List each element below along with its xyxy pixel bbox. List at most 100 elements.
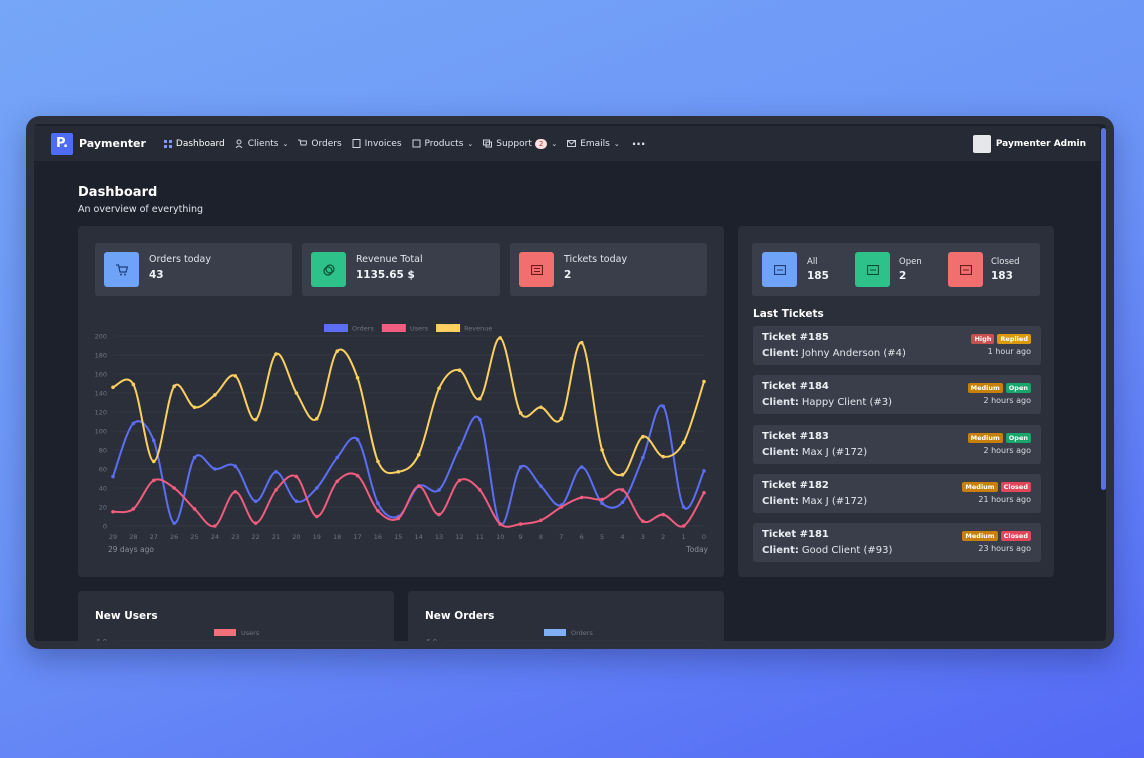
stat-card: Tickets today 2 <box>510 243 707 296</box>
nav-label: Clients <box>247 138 279 149</box>
data-point <box>559 505 564 509</box>
nav-item[interactable]: Dashboard <box>163 139 225 149</box>
x-tick-label: 12 <box>455 533 463 541</box>
y-tick-label: 60 <box>99 466 107 474</box>
data-point <box>396 516 401 521</box>
brand[interactable]: Paymenter <box>79 137 146 150</box>
card-title: New Users <box>95 610 158 622</box>
ticket-row[interactable]: Ticket #185 Client: Johny Anderson (#4) Hig… <box>753 326 1041 365</box>
ticket-time: 2 hours ago <box>983 445 1031 455</box>
nav-item[interactable]: Support 2 ⌄ <box>483 138 557 149</box>
x-tick-label: 3 <box>641 533 645 541</box>
ticket-time: 23 hours ago <box>978 544 1031 554</box>
priority-badge: Medium <box>967 432 1003 443</box>
x-tick-label: 17 <box>353 533 361 541</box>
ticket-badges: Medium Open <box>967 383 1031 394</box>
status-badge: Open <box>1005 432 1031 443</box>
data-point <box>355 376 360 380</box>
data-point <box>111 509 115 514</box>
nav-item[interactable]: Products ⌄ <box>412 139 473 149</box>
ticket-client: Client: Good Client (#93) <box>762 545 892 556</box>
app-screen: P. Paymenter Dashboard Clients ⌄ Orders I… <box>34 124 1106 641</box>
data-point <box>681 440 686 445</box>
nav-bar: P. Paymenter Dashboard Clients ⌄ Orders I… <box>34 126 1100 161</box>
priority-badge: Medium <box>962 481 998 492</box>
data-point <box>702 469 706 473</box>
ticket-time: 2 hours ago <box>983 396 1031 406</box>
data-point <box>253 417 258 422</box>
x-tick-label: 26 <box>170 533 178 541</box>
data-point <box>600 497 604 502</box>
y-tick-label: 0 <box>103 523 107 531</box>
data-point <box>559 416 564 421</box>
legend-label: Revenue <box>464 325 492 333</box>
user-name: Paymenter Admin <box>995 138 1086 149</box>
page-subtitle: An overview of everything <box>78 204 204 215</box>
more-menu[interactable]: ··· <box>631 136 646 151</box>
page-title: Dashboard <box>78 185 158 200</box>
data-point <box>661 454 666 459</box>
stat-label: Revenue Total <box>356 254 423 265</box>
ticket-row[interactable]: Ticket #184 Client: Happy Client (#3) Mediu… <box>753 375 1041 415</box>
ticket-row[interactable]: Ticket #183 Client: Max J (#172) Medium Open… <box>753 424 1041 464</box>
nav-item[interactable]: Clients ⌄ <box>235 138 288 149</box>
data-point <box>294 391 299 395</box>
icon <box>567 140 577 147</box>
data-point <box>111 474 115 479</box>
icon <box>298 139 308 146</box>
x-tick-label: 2 <box>661 533 665 541</box>
data-point <box>192 507 197 511</box>
y-tick-label: 20 <box>99 504 107 512</box>
user-menu[interactable]: Paymenter Admin <box>972 134 1086 153</box>
x-tick-label: 24 <box>211 533 219 541</box>
data-point <box>376 459 380 464</box>
ticket-title: Ticket #182 <box>762 479 829 491</box>
logo[interactable]: P. <box>51 132 73 155</box>
data-point <box>641 455 645 460</box>
data-point <box>437 512 441 517</box>
data-point <box>314 514 319 519</box>
y-tick-label: 40 <box>99 485 107 493</box>
data-point <box>111 385 115 390</box>
ticket-badges: Medium Closed <box>962 481 1031 492</box>
series-line <box>112 336 705 477</box>
data-point <box>253 499 258 504</box>
ticket-title: Ticket #181 <box>762 529 829 541</box>
ticket-row[interactable]: Ticket #182 Client: Max J (#172) Medium Clos… <box>753 473 1041 513</box>
data-point <box>192 455 197 460</box>
stat-card: Orders today 43 <box>95 243 292 296</box>
data-point <box>539 484 543 488</box>
data-point <box>294 499 299 504</box>
data-point <box>172 486 176 490</box>
nav-label: Emails <box>580 138 610 149</box>
ticket-title: Ticket #184 <box>762 381 829 393</box>
y-tick-label: 120 <box>95 409 107 417</box>
client-label: Client: <box>762 397 799 409</box>
ticket-row[interactable]: Ticket #181 Client: Good Client (#93) Mediu… <box>753 523 1041 563</box>
client-name: Max J (#172) <box>801 446 868 458</box>
scrollbar[interactable] <box>1101 128 1106 490</box>
client-name: Good Client (#93) <box>801 545 893 557</box>
data-point <box>335 455 339 460</box>
ticket-badges: Medium Open <box>967 432 1031 443</box>
nav-item[interactable]: Orders <box>298 139 342 149</box>
y-tick-label: 80 <box>99 447 107 455</box>
client-label: Client: <box>762 348 799 359</box>
y-tick-label: 200 <box>95 333 107 341</box>
data-point <box>641 434 645 439</box>
data-point <box>131 421 136 426</box>
nav-item[interactable]: Emails ⌄ <box>567 139 620 149</box>
data-point <box>437 488 441 492</box>
x-tick-label: 8 <box>539 533 543 541</box>
client-name: Happy Client (#3) <box>801 397 892 409</box>
legend-label: Orders <box>352 325 374 333</box>
client-label: Client: <box>762 495 799 507</box>
ticket-time: 1 hour ago <box>987 347 1031 356</box>
data-point <box>213 524 217 528</box>
stat-icon <box>311 252 346 287</box>
ticket-client: Client: Happy Client (#3) <box>762 397 892 408</box>
nav-item[interactable]: Invoices <box>352 139 402 149</box>
x-tick-label: 16 <box>374 533 382 541</box>
client-label: Client: <box>762 446 799 458</box>
